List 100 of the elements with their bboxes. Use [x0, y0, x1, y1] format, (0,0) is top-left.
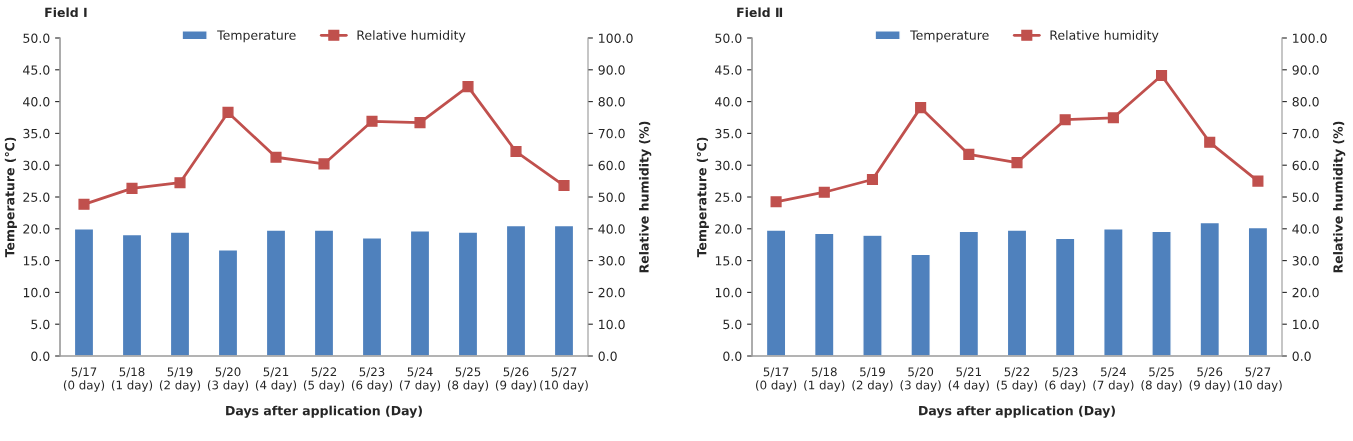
y-tick-label: 0.0 — [31, 351, 50, 361]
y2-tick-label: 80.0 — [1292, 97, 1319, 107]
x-tick-label: 5/23 (6 day) — [351, 367, 393, 392]
chart-title: Field Ⅰ — [45, 7, 87, 18]
y2-tick-label: 70.0 — [1292, 128, 1319, 139]
x-tick-label: 5/22 (5 day) — [303, 367, 345, 392]
y-tick-label: 30.0 — [715, 160, 742, 171]
y-tick-label: 15.0 — [715, 256, 742, 266]
chart-title: Field Ⅱ — [737, 7, 783, 18]
x-axis-title: Days after application (Day) — [919, 405, 1115, 418]
y2-tick-label: 20.0 — [1292, 287, 1319, 298]
bar — [1054, 237, 1076, 356]
y-tick-label: 35.0 — [715, 128, 742, 139]
bar — [862, 234, 883, 356]
y2-tick-label: 30.0 — [1292, 256, 1319, 266]
bar — [765, 229, 787, 356]
y2-tick-label: 100.0 — [599, 33, 633, 43]
point — [866, 173, 879, 186]
bar — [1103, 228, 1124, 356]
point — [222, 106, 234, 118]
point — [270, 151, 282, 163]
y-tick-label: 30.0 — [23, 160, 50, 171]
y2-tick-label: 60.0 — [598, 160, 625, 171]
y-tick-label: 10.0 — [23, 287, 50, 298]
y2-tick-label: 10.0 — [1293, 319, 1319, 330]
y-tick-label: 20.0 — [715, 224, 742, 234]
x-tick-label: 5/26 (9 day) — [1189, 367, 1230, 392]
point — [770, 196, 782, 208]
point — [558, 179, 570, 192]
y2-tick-label: 20.0 — [598, 287, 625, 298]
point — [366, 115, 378, 127]
y2-tick-label: 40.0 — [598, 224, 625, 234]
x-tick-label: 5/20 (3 day) — [900, 367, 941, 392]
y2-tick-label: 0.0 — [598, 351, 617, 361]
x-tick-label: 5/24 (7 day) — [399, 367, 441, 392]
y-tick-label: 25.0 — [23, 192, 50, 202]
y-tick-label: 10.0 — [715, 287, 742, 298]
x-tick-label: 5/17 (0 day) — [63, 367, 105, 392]
bar — [910, 253, 931, 356]
y2-tick-label: 50.0 — [1292, 192, 1319, 202]
x-tick-label: 5/26 (9 day) — [495, 367, 537, 392]
bar — [958, 230, 980, 356]
point — [462, 81, 474, 93]
x-axis-title: Days after application (Day) — [226, 405, 422, 418]
y2-axis-title: Relative humidity (%) — [1333, 121, 1346, 273]
bar — [1199, 221, 1221, 356]
point — [1155, 69, 1168, 82]
y-tick-label: 5.0 — [723, 319, 742, 330]
x-tick-label: 5/25 (8 day) — [447, 367, 489, 392]
y-tick-label: 40.0 — [23, 97, 50, 107]
y2-tick-label: 0.0 — [1292, 351, 1311, 361]
point — [818, 186, 830, 198]
x-tick-label: 5/21 (4 day) — [255, 367, 297, 392]
legend-label: Relative humidity — [357, 30, 466, 43]
y2-tick-label: 100.0 — [1293, 33, 1327, 43]
y-tick-label: 50.0 — [715, 33, 742, 43]
y-tick-label: 45.0 — [23, 65, 50, 75]
legend-label: Temperature — [910, 30, 989, 43]
y-tick-label: 25.0 — [715, 192, 742, 202]
point — [1059, 114, 1071, 126]
y2-tick-label: 90.0 — [1292, 65, 1319, 75]
y-tick-label: 20.0 — [23, 224, 50, 234]
y-tick-label: 50.0 — [23, 33, 50, 43]
y2-tick-label: 30.0 — [598, 256, 625, 266]
x-tick-label: 5/17 (0 day) — [756, 367, 797, 392]
point — [1107, 112, 1119, 124]
point — [1252, 175, 1264, 187]
legend-label: Temperature — [217, 30, 296, 43]
bar — [1151, 230, 1172, 356]
x-tick-label: 5/25 (8 day) — [1141, 367, 1182, 392]
legend-label: Relative humidity — [1050, 30, 1159, 43]
point — [1204, 136, 1216, 148]
x-tick-label: 5/21 (4 day) — [948, 367, 989, 392]
y2-tick-label: 10.0 — [599, 319, 625, 330]
point — [414, 117, 426, 129]
y-tick-label: 5.0 — [31, 319, 50, 330]
y2-tick-label: 70.0 — [598, 128, 625, 139]
y-tick-label: 15.0 — [23, 256, 50, 266]
y2-tick-label: 90.0 — [598, 65, 625, 75]
y-tick-label: 0.0 — [723, 351, 742, 361]
point — [174, 177, 186, 189]
point — [1011, 157, 1023, 169]
bar — [1247, 226, 1269, 356]
x-tick-label: 5/27 (10 day) — [540, 367, 588, 392]
x-tick-label: 5/18 (1 day) — [804, 367, 845, 392]
x-tick-label: 5/23 (6 day) — [1045, 367, 1086, 392]
x-tick-label: 5/22 (5 day) — [996, 367, 1038, 392]
y-axis-title: Temperature (℃) — [696, 137, 709, 258]
point — [963, 148, 975, 160]
x-tick-label: 5/20 (3 day) — [207, 367, 249, 392]
y2-axis-title: Relative humidity (%) — [639, 121, 652, 273]
bar — [813, 232, 835, 356]
x-tick-label: 5/19 (2 day) — [852, 367, 893, 392]
y-tick-label: 45.0 — [715, 65, 742, 75]
x-tick-label: 5/18 (1 day) — [111, 367, 153, 392]
point — [318, 158, 330, 170]
y-tick-label: 40.0 — [715, 97, 742, 107]
x-tick-label: 5/24 (7 day) — [1093, 367, 1134, 392]
point — [126, 182, 138, 194]
y2-tick-label: 60.0 — [1292, 160, 1319, 171]
